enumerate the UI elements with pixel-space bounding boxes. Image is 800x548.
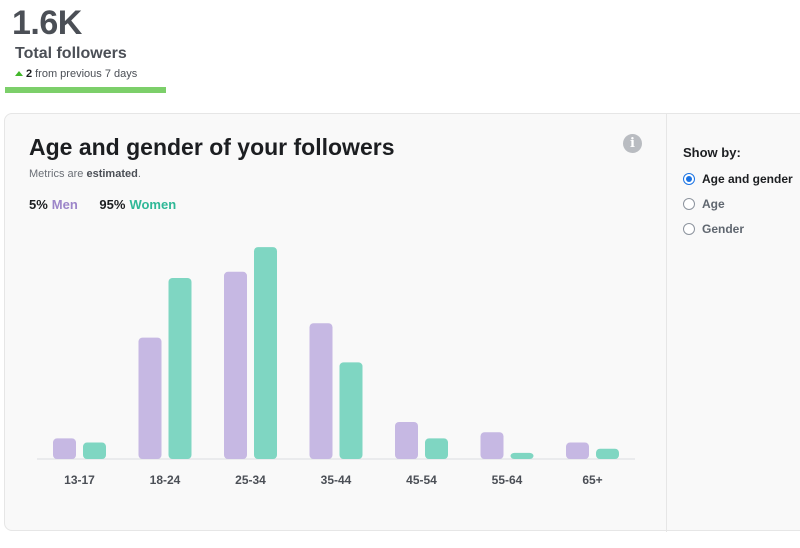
x-tick-label: 35-44	[321, 473, 352, 487]
bar-women-35-44[interactable]	[339, 362, 363, 459]
metrics-note-suffix: .	[137, 168, 141, 180]
show-by-title: Show by:	[683, 145, 741, 160]
bar-women-25-34[interactable]	[254, 247, 277, 459]
panel-divider	[666, 114, 667, 532]
metrics-note-bold: estimated	[86, 168, 138, 180]
bar-men-13-17[interactable]	[53, 438, 76, 459]
radio-unchecked-icon[interactable]	[683, 223, 695, 235]
x-tick-label: 55-64	[492, 473, 523, 487]
legend-women: 95% Women	[99, 197, 176, 212]
show-by-option-gender[interactable]: Gender	[683, 222, 744, 236]
legend-women-percent: 95%	[99, 197, 126, 212]
x-tick-label: 65+	[582, 473, 602, 487]
chart-legend: 5% Men 95% Women	[29, 197, 194, 212]
bar-women-55-64[interactable]	[510, 452, 534, 459]
show-by-option-age-and-gender[interactable]: Age and gender	[683, 172, 793, 186]
bar-women-13-17[interactable]	[83, 442, 106, 459]
x-tick-label: 13-17	[64, 473, 95, 487]
bar-women-65+[interactable]	[596, 448, 619, 459]
radio-unchecked-icon[interactable]	[683, 198, 695, 210]
age-gender-bar-chart: 13-17 18-24 25-34 35-44 45-54 55-64 65+	[37, 247, 635, 487]
info-icon[interactable]: i	[623, 134, 642, 153]
x-tick-label: 18-24	[150, 473, 181, 487]
legend-men-percent: 5%	[29, 197, 48, 212]
followers-summary: 1.6K Total followers 2 from previous 7 da…	[0, 0, 180, 100]
age-gender-card: Age and gender of your followers Metrics…	[4, 113, 800, 532]
option-label: Gender	[702, 222, 745, 236]
bar-men-35-44[interactable]	[309, 323, 333, 459]
card-title: Age and gender of your followers	[29, 134, 395, 160]
total-followers-label: Total followers	[15, 45, 127, 62]
bar-women-18-24[interactable]	[168, 277, 192, 459]
bar-men-45-54[interactable]	[395, 421, 418, 459]
x-tick-label: 25-34	[235, 473, 266, 487]
metrics-note: Metrics are estimated.	[29, 168, 141, 180]
change-text: from previous 7 days	[35, 68, 138, 80]
legend-women-label: Women	[129, 197, 177, 212]
bar-women-45-54[interactable]	[425, 438, 448, 459]
option-label: Age	[702, 197, 725, 211]
bar-men-65+[interactable]	[566, 442, 589, 459]
bar-men-18-24[interactable]	[138, 337, 162, 459]
follower-change: 2 from previous 7 days	[15, 68, 137, 80]
option-label: Age and gender	[702, 172, 793, 186]
x-tick-label: 45-54	[406, 473, 437, 487]
change-value: 2	[26, 68, 33, 80]
legend-men-label: Men	[51, 197, 78, 212]
bar-men-55-64[interactable]	[480, 432, 504, 459]
total-followers-value: 1.6K	[12, 4, 82, 42]
legend-men: 5% Men	[29, 197, 78, 212]
metrics-note-prefix: Metrics are	[29, 168, 87, 180]
selected-metric-indicator	[5, 87, 166, 93]
radio-checked-icon[interactable]	[683, 173, 695, 185]
up-arrow-icon	[15, 71, 23, 76]
bar-men-25-34[interactable]	[224, 271, 247, 459]
show-by-option-age[interactable]: Age	[683, 197, 725, 211]
